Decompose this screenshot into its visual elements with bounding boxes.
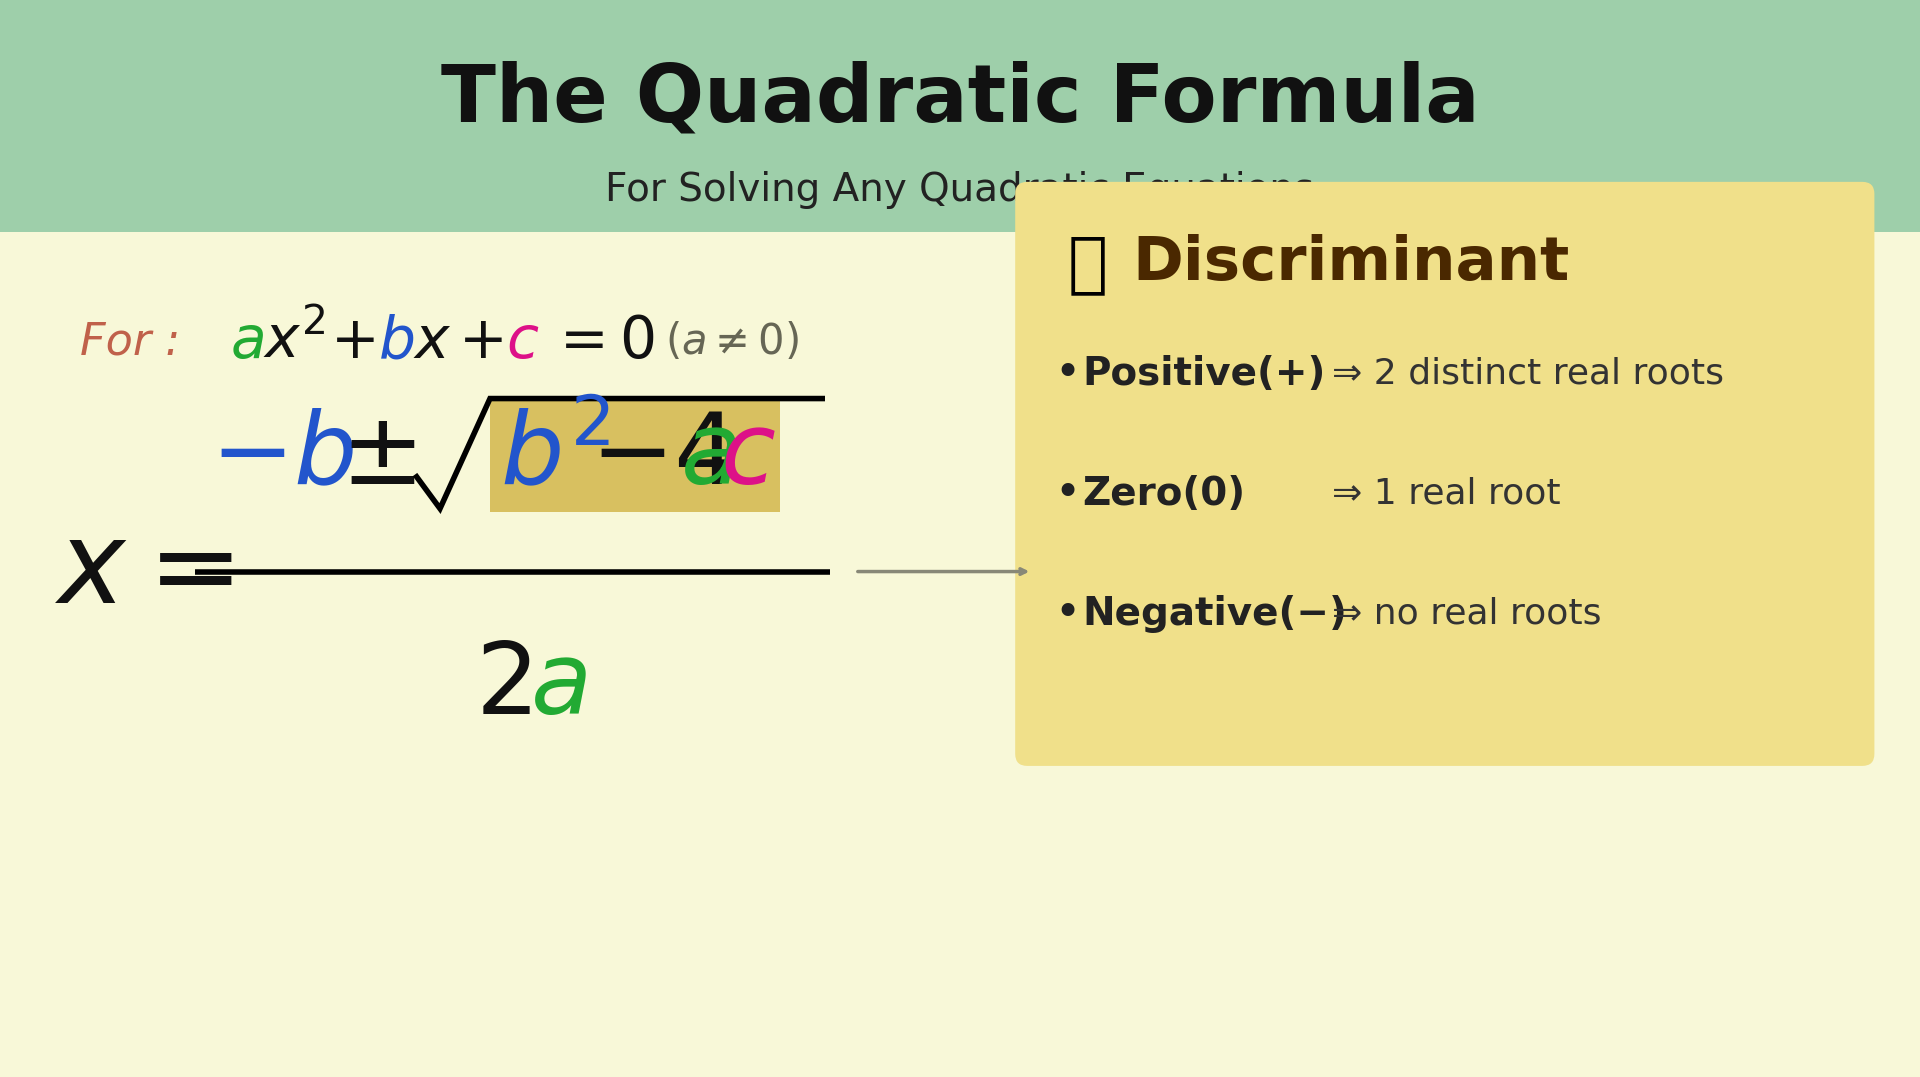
Bar (490, 396, 780, 512)
Text: Zero(0): Zero(0) (1083, 475, 1246, 513)
Text: $c$: $c$ (507, 313, 540, 370)
Text: $-4$: $-4$ (589, 408, 733, 505)
Text: $c$: $c$ (720, 408, 776, 505)
Text: $x^2$: $x^2$ (263, 313, 326, 370)
Text: Negative(−): Negative(−) (1083, 595, 1348, 633)
Text: $a$: $a$ (530, 638, 588, 736)
Text: $x$: $x$ (413, 313, 451, 370)
Text: •: • (1054, 352, 1081, 395)
Text: $-b$: $-b$ (209, 408, 355, 505)
Text: $(a \neq 0)$: $(a \neq 0)$ (664, 321, 799, 363)
Text: ⇒ no real roots: ⇒ no real roots (1332, 597, 1601, 631)
Text: •: • (1054, 592, 1081, 635)
Text: $= 0$: $= 0$ (547, 313, 655, 370)
Text: 🐝: 🐝 (1068, 230, 1108, 297)
Text: $a$: $a$ (680, 408, 737, 505)
Text: $+$: $+$ (459, 313, 503, 370)
Text: The Quadratic Formula: The Quadratic Formula (440, 60, 1480, 139)
FancyBboxPatch shape (1016, 182, 1874, 766)
Text: Positive(+): Positive(+) (1083, 354, 1325, 393)
Text: $\pm$: $\pm$ (340, 408, 415, 505)
Text: $=$: $=$ (125, 516, 232, 627)
Text: •: • (1054, 473, 1081, 516)
Text: ⇒ 2 distinct real roots: ⇒ 2 distinct real roots (1332, 356, 1724, 391)
Text: ⇒ 1 real root: ⇒ 1 real root (1332, 477, 1561, 510)
Text: For Solving Any Quadratic Equations: For Solving Any Quadratic Equations (605, 171, 1315, 209)
Text: $x$: $x$ (56, 516, 129, 627)
Text: $+$: $+$ (330, 313, 374, 370)
Text: Discriminant: Discriminant (1133, 235, 1569, 293)
Text: For :: For : (81, 320, 180, 363)
Text: $b^2$: $b^2$ (499, 408, 611, 505)
Text: $b$: $b$ (378, 313, 415, 370)
Text: $a$: $a$ (230, 313, 263, 370)
Text: $2$: $2$ (474, 638, 530, 736)
Bar (0, 0, 1920, 232)
